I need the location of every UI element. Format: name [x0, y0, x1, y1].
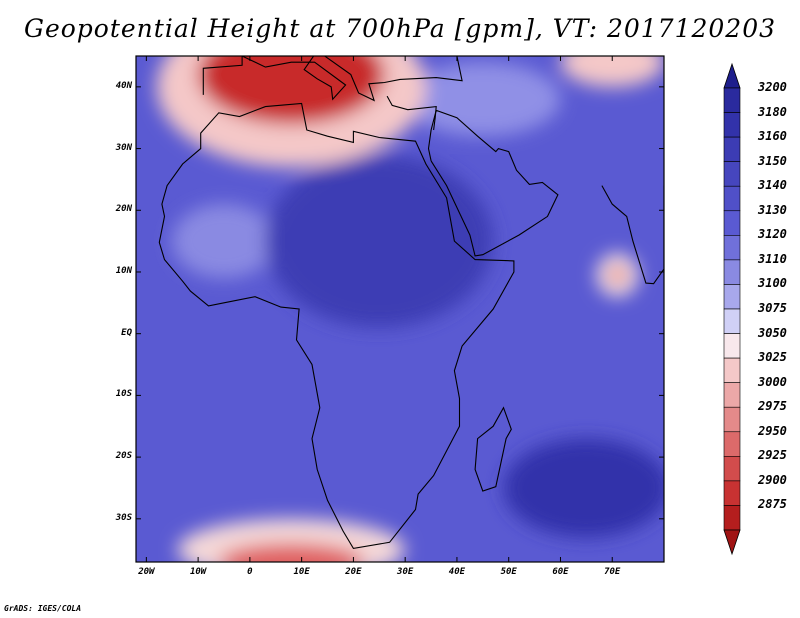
- plot-frame: [135, 55, 665, 563]
- colorbar-level-label: 3140: [758, 178, 787, 193]
- lat-tick-label: 30S: [115, 512, 132, 523]
- colorbar-swatch: [723, 431, 741, 457]
- lon-tick-label: 70E: [604, 567, 621, 577]
- arabia-coastline: [427, 109, 559, 257]
- colorbar-swatch: [723, 480, 741, 506]
- lon-tick-label: 20W: [138, 567, 155, 577]
- field-ridge-1: [503, 438, 664, 538]
- colorbar-swatch: [723, 235, 741, 261]
- colorbar-level-label: 3180: [758, 104, 787, 119]
- lon-tick-label: 10W: [189, 567, 207, 577]
- colorbar-swatch: [723, 161, 741, 187]
- colorbar-swatch: [723, 505, 741, 531]
- colorbar-swatch: [723, 259, 741, 285]
- colorbar-level-label: 3075: [758, 301, 787, 315]
- lon-tick-label: 10E: [293, 567, 310, 577]
- colorbar-swatch: [723, 284, 741, 310]
- colorbar-bottom-arrow: [723, 529, 741, 556]
- africa-coastline: [158, 102, 515, 550]
- field-ridge-0: [265, 154, 494, 328]
- colorbar-level-label: 2950: [758, 423, 787, 438]
- colorbar-level-label: 3000: [758, 374, 787, 389]
- colorbar-level-label: 2875: [758, 497, 787, 512]
- india-coastline: [601, 185, 664, 285]
- colorbar-swatch: [723, 87, 741, 113]
- plot-area: [136, 56, 664, 562]
- lat-tick-label: 10S: [115, 389, 132, 400]
- lat-tick-label: 30N: [115, 142, 132, 153]
- colorbar-swatch: [723, 333, 741, 359]
- colorbar-level-label: 2925: [758, 448, 787, 463]
- colorbar-top-arrow: [723, 62, 741, 89]
- lat-tick-label: 40N: [115, 80, 132, 91]
- colorbar-level-label: 3110: [758, 251, 787, 266]
- colorbar-level-label: 2975: [758, 399, 787, 414]
- madagascar-coastline: [474, 406, 512, 492]
- colorbar-swatch: [723, 136, 741, 162]
- lon-tick-label: 40E: [448, 567, 466, 577]
- colorbar-level-label: 3120: [758, 227, 787, 242]
- colorbar-level-label: 3160: [758, 129, 787, 144]
- lat-tick-label: 10N: [115, 265, 132, 276]
- colorbar-swatch: [723, 210, 741, 236]
- colorbar-level-label: 3100: [758, 276, 787, 291]
- turkey-coastline: [386, 95, 437, 131]
- colorbar-level-label: 3200: [758, 80, 787, 94]
- map-title: Geopotential Height at 700hPa [gpm], VT:…: [23, 14, 777, 43]
- lon-tick-label: 60E: [552, 567, 569, 577]
- colorbar-level-label: 3050: [758, 325, 787, 340]
- colorbar-swatch: [723, 382, 741, 408]
- height-field-features: [156, 56, 664, 562]
- colorbar-swatch: [723, 112, 741, 138]
- field-high-0: [405, 62, 561, 137]
- lon-tick-label: 20E: [345, 567, 362, 577]
- lat-tick-label: 20S: [115, 451, 132, 462]
- colorbar-swatch: [723, 308, 741, 334]
- colorbar-swatch: [723, 406, 741, 433]
- colorbar-swatch: [723, 185, 741, 212]
- colorbar-level-label: 3150: [758, 153, 787, 168]
- colorbar-level-label: 3025: [758, 350, 787, 365]
- field-high-1: [172, 204, 276, 279]
- colorbar: [723, 62, 741, 556]
- field-trough-0: [198, 56, 385, 124]
- grads-credit: GrADS: IGES/COLA: [4, 604, 82, 613]
- lon-tick-label: 30E: [397, 567, 414, 577]
- europe-coastline: [202, 56, 463, 102]
- field-trough-halo-3: [560, 56, 664, 87]
- coastlines: [158, 56, 664, 550]
- axis-ticks: [136, 56, 664, 562]
- lon-tick-label: 50E: [500, 567, 517, 577]
- lat-tick-label: EQ: [121, 327, 132, 338]
- colorbar-level-label: 3130: [758, 202, 787, 217]
- lat-tick-label: 20N: [115, 204, 132, 215]
- field-trough-2: [609, 267, 626, 283]
- field-trough-1: [218, 543, 364, 562]
- colorbar-swatch: [723, 357, 741, 383]
- lon-tick-label: 0: [247, 567, 253, 577]
- colorbar-swatch: [723, 456, 741, 482]
- colorbar-level-label: 2900: [758, 472, 787, 487]
